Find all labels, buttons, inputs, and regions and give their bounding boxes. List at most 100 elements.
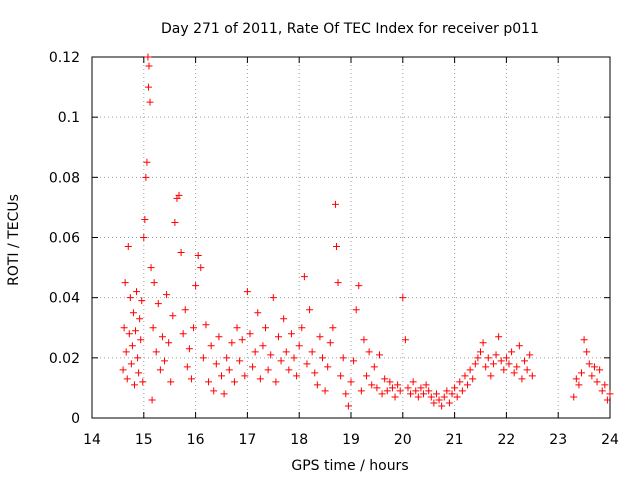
data-point (230, 378, 238, 386)
data-point (149, 324, 157, 332)
x-tick-label: 23 (549, 432, 567, 448)
data-point (262, 324, 270, 332)
data-point (378, 390, 386, 398)
data-point (497, 357, 505, 365)
data-point (326, 339, 334, 347)
data-point (146, 98, 154, 106)
data-point (300, 273, 308, 281)
data-point (427, 393, 435, 401)
data-point (220, 390, 228, 398)
data-point (192, 282, 200, 290)
y-tick-label: 0 (71, 411, 80, 427)
data-point (414, 393, 422, 401)
data-point (425, 387, 433, 395)
data-point (311, 369, 319, 377)
data-point (223, 354, 231, 362)
data-point (324, 363, 332, 371)
y-tick-label: 0.12 (49, 50, 80, 66)
data-point (409, 378, 417, 386)
data-point (394, 381, 402, 389)
data-point (134, 354, 142, 362)
data-point (438, 402, 446, 410)
data-point (332, 243, 340, 251)
data-point (417, 384, 425, 392)
data-point (396, 387, 404, 395)
data-point (137, 336, 145, 344)
data-point (329, 324, 337, 332)
data-point (143, 158, 151, 166)
data-point (215, 333, 223, 341)
data-point (205, 378, 213, 386)
data-point (210, 387, 218, 395)
data-point (590, 363, 598, 371)
data-point (606, 390, 614, 398)
data-point (120, 324, 128, 332)
data-point (218, 372, 225, 380)
data-point (177, 249, 185, 257)
data-point (401, 336, 409, 344)
data-point (479, 339, 487, 347)
data-point (518, 375, 526, 383)
data-point (280, 315, 288, 323)
data-point (471, 360, 479, 368)
data-point (466, 366, 474, 374)
data-point (161, 357, 169, 365)
data-point (464, 381, 472, 389)
x-tick-label: 18 (290, 432, 308, 448)
data-point (128, 342, 136, 350)
data-point (228, 339, 236, 347)
data-point (132, 327, 140, 335)
data-point (236, 357, 244, 365)
x-tick-label: 24 (601, 432, 619, 448)
data-point (526, 351, 534, 359)
data-point (508, 348, 516, 356)
x-tick-label: 21 (446, 432, 464, 448)
y-tick-label: 0.04 (49, 291, 80, 307)
data-point (435, 396, 443, 404)
data-point (580, 336, 588, 344)
data-point (194, 252, 202, 260)
x-tick-label: 19 (342, 432, 360, 448)
data-point (339, 354, 347, 362)
data-point (448, 390, 456, 398)
data-point (321, 387, 329, 395)
data-point (440, 393, 448, 401)
data-point (207, 342, 215, 350)
data-point (495, 333, 503, 341)
data-point (370, 363, 378, 371)
x-tick-label: 14 (83, 432, 101, 448)
data-point (598, 387, 606, 395)
data-point (453, 393, 461, 401)
data-point (469, 375, 477, 383)
data-point (197, 264, 205, 272)
data-point (142, 173, 150, 181)
data-point (167, 378, 175, 386)
y-tick-label: 0.06 (49, 231, 80, 247)
data-point (422, 381, 430, 389)
data-point (420, 390, 428, 398)
data-point (298, 324, 306, 332)
data-point (456, 378, 464, 386)
y-tick-label: 0.1 (58, 110, 80, 126)
data-point (269, 294, 277, 302)
data-point (123, 375, 131, 383)
data-point (360, 336, 368, 344)
data-point (585, 360, 593, 368)
data-point (136, 315, 144, 323)
data-point (443, 387, 451, 395)
data-point (295, 342, 303, 350)
data-point (183, 363, 191, 371)
data-point (350, 357, 358, 365)
data-point (528, 372, 536, 380)
data-point (171, 218, 179, 226)
data-point (241, 372, 249, 380)
x-tick-label: 17 (238, 432, 256, 448)
data-point (363, 372, 371, 380)
data-point (404, 384, 412, 392)
data-point (365, 348, 373, 356)
data-point (169, 312, 177, 320)
grid-lines (92, 57, 610, 418)
data-point (290, 354, 298, 362)
data-point (601, 381, 609, 389)
